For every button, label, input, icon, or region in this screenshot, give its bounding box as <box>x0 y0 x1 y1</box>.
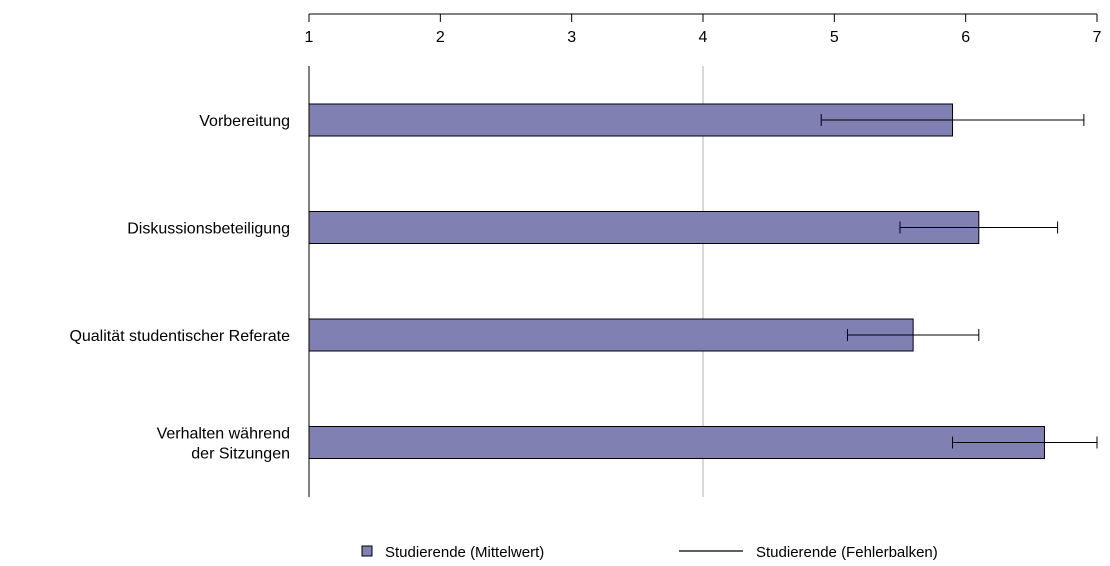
x-tick-label: 7 <box>1093 29 1102 46</box>
legend-label-errorbar: Studierende (Fehlerbalken) <box>756 544 938 561</box>
category-label: Diskussionsbeteiligung <box>127 221 290 238</box>
x-tick-label: 4 <box>699 29 708 46</box>
x-tick-label: 3 <box>567 29 576 46</box>
x-tick-label: 1 <box>305 29 314 46</box>
x-tick-label: 6 <box>961 29 970 46</box>
legend-swatch-mean <box>361 545 373 557</box>
x-tick-label: 2 <box>436 29 445 46</box>
bar <box>308 426 1045 459</box>
bar <box>308 211 980 244</box>
category-label: Verhalten während <box>157 426 290 443</box>
x-tick-label: 5 <box>830 29 839 46</box>
legend-label-mean: Studierende (Mittelwert) <box>385 544 544 561</box>
category-label: Qualität studentischer Referate <box>69 328 290 345</box>
category-label: Vorbereitung <box>199 113 290 130</box>
bar <box>308 318 914 352</box>
category-label: der Sitzungen <box>191 446 290 463</box>
